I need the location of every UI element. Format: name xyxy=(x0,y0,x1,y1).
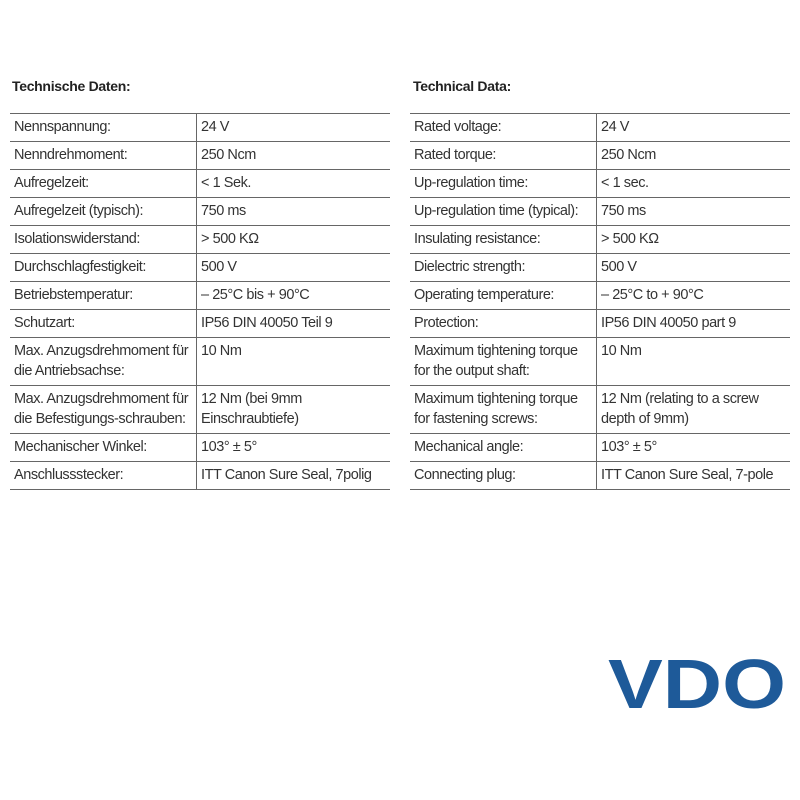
value-cell: 500 V xyxy=(596,253,790,282)
label-cell: Max. Anzugsdrehmoment für die Antriebsach… xyxy=(10,337,197,386)
cell-line: die Antriebsachse: xyxy=(14,363,125,379)
value-cell: 10 Nm xyxy=(596,337,790,386)
label-cell: Mechanischer Winkel: xyxy=(10,433,197,462)
table-row: Max. Anzugsdrehmoment für die Antriebsach… xyxy=(10,337,390,386)
table-row: Mechanischer Winkel: 103° ± 5° xyxy=(10,433,390,462)
table-row: Aufregelzeit (typisch): 750 ms xyxy=(10,197,390,226)
label-cell: Nennspannung: xyxy=(10,113,197,142)
table-row: Protection: IP56 DIN 40050 part 9 xyxy=(410,309,790,338)
table-row: Maximum tightening torque for the output … xyxy=(410,337,790,386)
value-cell: 12 Nm (relating to a screw depth of 9mm) xyxy=(596,385,790,434)
label-cell: Rated voltage: xyxy=(410,113,597,142)
cell-line: Maximum tightening torque xyxy=(414,391,578,407)
cell-line: Max. Anzugsdrehmoment für xyxy=(14,343,189,359)
label-cell: Maximum tightening torque for the output … xyxy=(410,337,597,386)
label-cell: Operating temperature: xyxy=(410,281,597,310)
label-cell: Connecting plug: xyxy=(410,461,597,490)
table-row: Nenndrehmoment: 250 Ncm xyxy=(10,141,390,170)
cell-line: 12 Nm (bei 9mm xyxy=(201,391,302,407)
value-cell: < 1 Sek. xyxy=(196,169,390,198)
value-cell: ITT Canon Sure Seal, 7-pole xyxy=(596,461,790,490)
table-row: Anschlussstecker: ITT Canon Sure Seal, 7p… xyxy=(10,461,390,490)
value-cell: 500 V xyxy=(196,253,390,282)
value-cell: > 500 KΩ xyxy=(196,225,390,254)
table-row: Isolationswiderstand: > 500 KΩ xyxy=(10,225,390,254)
label-cell: Aufregelzeit: xyxy=(10,169,197,198)
label-cell: Schutzart: xyxy=(10,309,197,338)
logo-text: VDO xyxy=(608,645,786,720)
table-row: Max. Anzugsdrehmoment für die Befestigung… xyxy=(10,385,390,434)
table-row: Rated voltage: 24 V xyxy=(410,113,790,142)
table-row: Durchschlagfestigkeit: 500 V xyxy=(10,253,390,282)
spec-table: Nennspannung: 24 V Nenndrehmoment: 250 Ncm A… xyxy=(10,113,390,490)
section-title: Technische Daten: xyxy=(12,78,131,94)
label-cell: Up-regulation time: xyxy=(410,169,597,198)
cell-line: Maximum tightening torque xyxy=(414,343,578,359)
label-cell: Insulating resistance: xyxy=(410,225,597,254)
value-cell: 103° ± 5° xyxy=(596,433,790,462)
value-cell: 24 V xyxy=(596,113,790,142)
cell-line: die Befestigungs-schrauben: xyxy=(14,411,186,427)
value-cell: 24 V xyxy=(196,113,390,142)
label-cell: Up-regulation time (typical): xyxy=(410,197,597,226)
value-cell: 750 ms xyxy=(596,197,790,226)
label-cell: Max. Anzugsdrehmoment für die Befestigung… xyxy=(10,385,197,434)
section-title: Technical Data: xyxy=(413,78,511,94)
label-cell: Betriebstemperatur: xyxy=(10,281,197,310)
label-cell: Dielectric strength: xyxy=(410,253,597,282)
table-row: Operating temperature: – 25°C to + 90°C xyxy=(410,281,790,310)
value-cell: < 1 sec. xyxy=(596,169,790,198)
label-cell: Nenndrehmoment: xyxy=(10,141,197,170)
cell-line: Max. Anzugsdrehmoment für xyxy=(14,391,189,407)
value-cell: IP56 DIN 40050 Teil 9 xyxy=(196,309,390,338)
value-cell: – 25°C bis + 90°C xyxy=(196,281,390,310)
spec-table: Rated voltage: 24 V Rated torque: 250 Ncm Up… xyxy=(410,113,790,490)
value-cell: 250 Ncm xyxy=(196,141,390,170)
value-cell: 12 Nm (bei 9mm Einschraubtiefe) xyxy=(196,385,390,434)
value-cell: ITT Canon Sure Seal, 7polig xyxy=(196,461,390,490)
value-cell: – 25°C to + 90°C xyxy=(596,281,790,310)
table-row: Up-regulation time (typical): 750 ms xyxy=(410,197,790,226)
value-cell: 250 Ncm xyxy=(596,141,790,170)
table-row: Mechanical angle: 103° ± 5° xyxy=(410,433,790,462)
table-row: Maximum tightening torque for fastening s… xyxy=(410,385,790,434)
label-cell: Durchschlagfestigkeit: xyxy=(10,253,197,282)
value-cell: IP56 DIN 40050 part 9 xyxy=(596,309,790,338)
table-row: Insulating resistance: > 500 KΩ xyxy=(410,225,790,254)
cell-line: for fastening screws: xyxy=(414,411,538,427)
table-row: Betriebstemperatur: – 25°C bis + 90°C xyxy=(10,281,390,310)
label-cell: Aufregelzeit (typisch): xyxy=(10,197,197,226)
value-cell: 10 Nm xyxy=(196,337,390,386)
table-row: Up-regulation time: < 1 sec. xyxy=(410,169,790,198)
cell-line: depth of 9mm) xyxy=(601,411,689,427)
label-cell: Mechanical angle: xyxy=(410,433,597,462)
label-cell: Anschlussstecker: xyxy=(10,461,197,490)
table-row: Rated torque: 250 Ncm xyxy=(410,141,790,170)
value-cell: 103° ± 5° xyxy=(196,433,390,462)
value-cell: 750 ms xyxy=(196,197,390,226)
label-cell: Isolationswiderstand: xyxy=(10,225,197,254)
table-row: Nennspannung: 24 V xyxy=(10,113,390,142)
logo: VDO xyxy=(608,645,786,720)
table-row: Dielectric strength: 500 V xyxy=(410,253,790,282)
cell-line: Einschraubtiefe) xyxy=(201,411,299,427)
label-cell: Protection: xyxy=(410,309,597,338)
cell-line: 12 Nm (relating to a screw xyxy=(601,391,759,407)
label-cell: Rated torque: xyxy=(410,141,597,170)
table-row: Connecting plug: ITT Canon Sure Seal, 7-p… xyxy=(410,461,790,490)
label-cell: Maximum tightening torque for fastening s… xyxy=(410,385,597,434)
table-row: Schutzart: IP56 DIN 40050 Teil 9 xyxy=(10,309,390,338)
cell-line: for the output shaft: xyxy=(414,363,530,379)
table-row: Aufregelzeit: < 1 Sek. xyxy=(10,169,390,198)
value-cell: > 500 KΩ xyxy=(596,225,790,254)
